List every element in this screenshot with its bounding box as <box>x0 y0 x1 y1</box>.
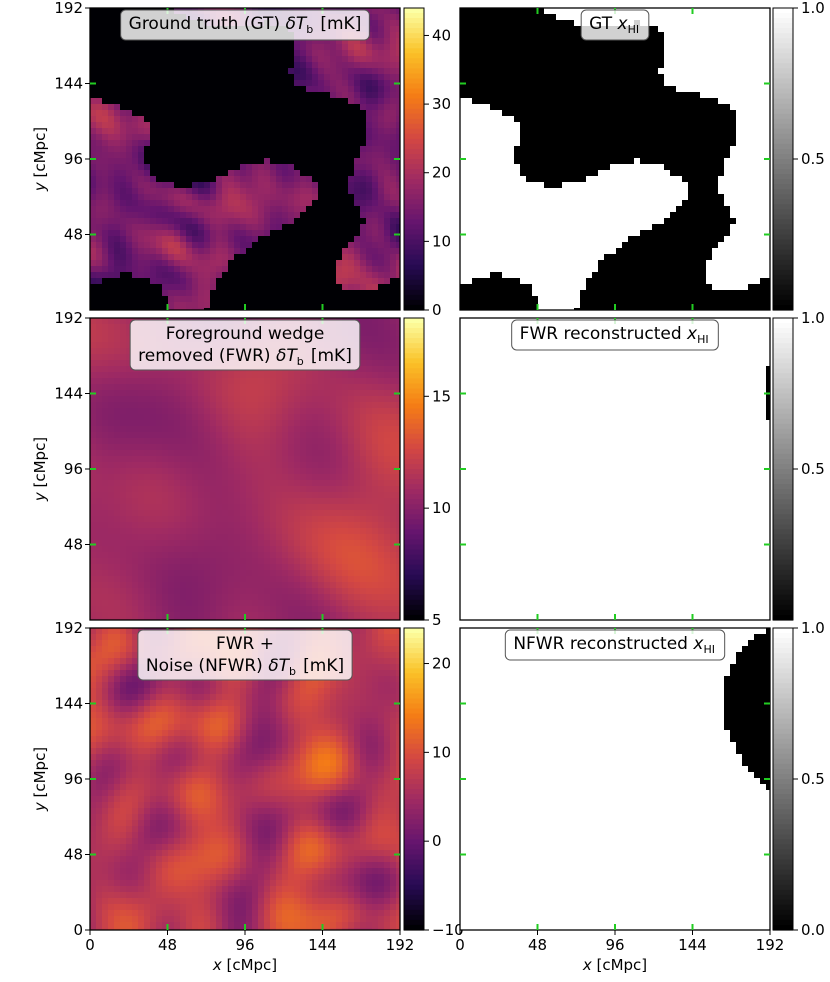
y-tick-label: 144 <box>54 695 83 713</box>
heatmap <box>460 318 771 621</box>
colorbar: 5 10 15 <box>403 317 451 629</box>
x-tick-label: 192 <box>756 936 785 954</box>
colorbar-tick-label: 0.5 <box>801 770 825 788</box>
colorbar-tick-label: 15 <box>432 387 451 405</box>
colorbar-tick-label: 20 <box>432 655 451 673</box>
y-tick-label: 192 <box>54 619 83 637</box>
y-tick-label: 192 <box>54 0 83 17</box>
colorbar-tick-label: 1.0 <box>801 309 825 327</box>
colorbar: 0.0 0.5 1.0 <box>772 619 825 939</box>
panel-title-line: GT xHI <box>589 14 641 36</box>
panel-title: FWR +Noise (NFWR) δTb [mK] <box>137 629 353 681</box>
panel-title-line: FWR reconstructed xHI <box>520 324 711 346</box>
y-axis-label: y [cMpc] <box>31 747 49 812</box>
x-tick-label: 48 <box>528 936 547 954</box>
panel-4: FWR reconstructed xHI 0.5 1.0 <box>459 309 825 621</box>
y-axis-label: y [cMpc] <box>31 437 49 502</box>
panel-5: FWR +Noise (NFWR) δTb [mK]−1001020048961… <box>31 619 464 974</box>
panel-title: Ground truth (GT) δTb [mK] <box>120 9 370 41</box>
colorbar-tick-label: 0.5 <box>801 150 825 168</box>
y-axis-label: y [cMpc] <box>31 127 49 192</box>
y-tick-label: 48 <box>64 846 83 864</box>
panel-1: Ground truth (GT) δTb [mK] 0 10 20 30 40 48 96 1… <box>31 0 451 319</box>
x-tick-label: 0 <box>455 936 465 954</box>
colorbar-tick-label: 10 <box>432 232 451 250</box>
x-axis-label: x [cMpc] <box>582 956 647 974</box>
heatmap <box>460 8 771 311</box>
y-tick-label: 96 <box>64 150 83 168</box>
x-tick-label: 96 <box>605 936 624 954</box>
colorbar-tick-label: 40 <box>432 26 451 44</box>
x-tick-label: 144 <box>308 936 337 954</box>
y-tick-label: 96 <box>64 460 83 478</box>
colorbar-tick-label: 0.0 <box>801 921 825 939</box>
panel-2: GT xHI 0.5 1.0 <box>459 0 825 311</box>
colorbar: 0 10 20 30 40 <box>403 7 451 319</box>
y-tick-label: 144 <box>54 385 83 403</box>
colorbar-tick-label: 5 <box>432 611 442 629</box>
colorbar-tick-label: 0 <box>432 301 442 319</box>
colorbar-tick-label: 30 <box>432 95 451 113</box>
panel-title-line: removed (FWR) δTb [mK] <box>138 346 352 368</box>
y-tick-label: 192 <box>54 309 83 327</box>
x-tick-label: 192 <box>386 936 415 954</box>
colorbar-tick-label: 0.5 <box>801 460 825 478</box>
panel-title: GT xHI <box>580 9 650 41</box>
panel-title-line: NFWR reconstructed xHI <box>513 634 716 656</box>
y-tick-label: 0 <box>73 921 83 939</box>
colorbar: 0.5 1.0 <box>772 0 825 311</box>
x-tick-label: 96 <box>235 936 254 954</box>
colorbar-tick-label: 1.0 <box>801 619 825 637</box>
panel-title: NFWR reconstructed xHI <box>504 629 726 661</box>
panel-title-line: Ground truth (GT) δTb [mK] <box>129 14 362 36</box>
heatmap <box>460 628 771 931</box>
colorbar-tick-label: 20 <box>432 164 451 182</box>
y-tick-label: 48 <box>64 536 83 554</box>
colorbar: −10 0 10 20 <box>403 627 464 939</box>
colorbar-tick-label: 10 <box>432 743 451 761</box>
panel-title-line: Noise (NFWR) δTb [mK] <box>146 656 344 678</box>
colorbar-tick-label: −10 <box>432 921 464 939</box>
y-tick-label: 144 <box>54 75 83 93</box>
heatmap <box>90 8 401 311</box>
colorbar-tick-label: 10 <box>432 499 451 517</box>
y-tick-label: 96 <box>64 770 83 788</box>
x-tick-label: 144 <box>678 936 707 954</box>
x-tick-label: 0 <box>85 936 95 954</box>
colorbar: 0.5 1.0 <box>772 309 825 621</box>
colorbar-tick-label: 1.0 <box>801 0 825 17</box>
panel-title: FWR reconstructed xHI <box>511 319 719 351</box>
panel-title-line: FWR + <box>216 634 274 654</box>
x-tick-label: 48 <box>158 936 177 954</box>
x-axis-label: x [cMpc] <box>212 956 277 974</box>
y-tick-label: 48 <box>64 226 83 244</box>
colorbar-tick-label: 0 <box>432 832 442 850</box>
panel-6: NFWR reconstructed xHI 0.0 0.5 1.0 0 48 96 144… <box>455 619 825 974</box>
panel-title-line: Foreground wedge <box>166 324 325 344</box>
